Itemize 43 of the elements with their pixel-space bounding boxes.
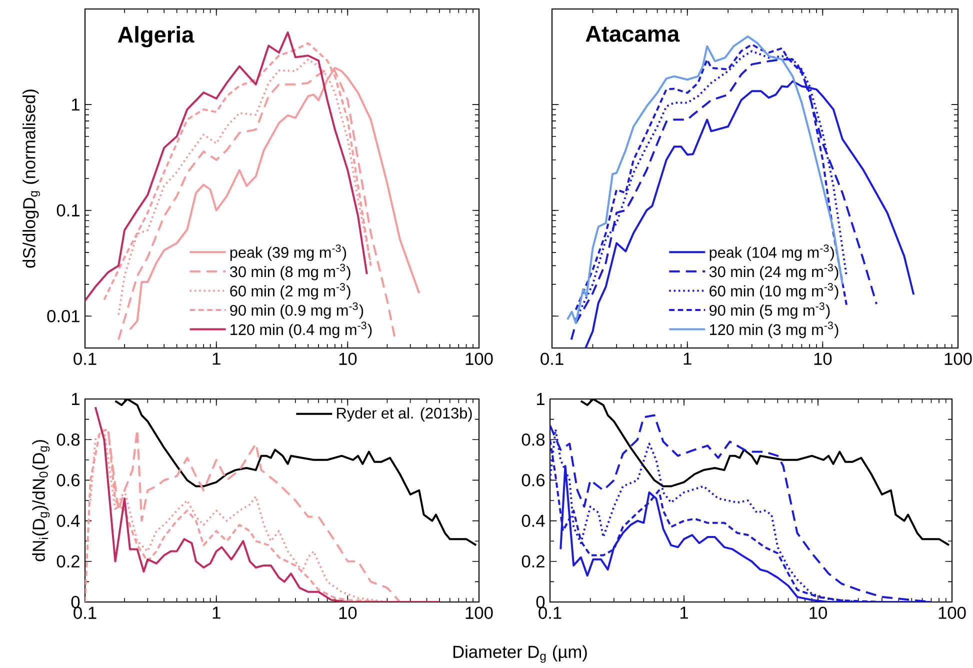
y-tick-label: 0.4: [522, 514, 545, 527]
legend-label: 30 min (24 mg m$^{-3}$): [709, 264, 838, 280]
y-tick-label: 1: [536, 393, 544, 405]
y-tick-label: 0.8: [522, 433, 545, 446]
x-tick-label: 10: [810, 606, 827, 619]
x-tick-label: 100: [944, 352, 972, 365]
x-tick-label: 100: [466, 606, 493, 619]
x-tick-label: 1: [684, 352, 692, 365]
x-tick-label: 100: [466, 352, 493, 365]
legend-label: 60 min (10 mg m$^{-3}$): [710, 283, 838, 300]
y-tick-label: 0.1: [56, 204, 80, 216]
y-axis-title: dS/dlogD$_{g}$ (normalised): [22, 90, 40, 268]
x-tick-label: 100: [938, 606, 966, 619]
legend-label: 120 min (3 mg m$^{-3}$): [710, 322, 838, 338]
x-tick-label: 1: [212, 606, 220, 619]
legend-label: 90 min (0.9 mg m$^{-3}$): [230, 302, 364, 319]
y-tick-label: 0.2: [56, 555, 80, 568]
x-axis-title: Diameter D$_{g}$ (µm): [453, 645, 587, 663]
legend-label: 60 min (2 mg m$^{-3}$): [230, 283, 350, 300]
legend-label: 90 min (5 mg m$^{-3}$): [710, 302, 830, 319]
y-tick-label: 0: [71, 596, 80, 608]
text: dN$_{i}$(D$_{g}$)/dN$_{0}$(D$_{g}$): [32, 440, 50, 562]
y-tick-label: 1: [72, 98, 80, 111]
text: Atacama: [586, 26, 680, 42]
x-tick-label: 10: [339, 352, 357, 365]
y-tick-label: 0.4: [56, 514, 80, 527]
y-tick-label: 0: [536, 596, 545, 608]
text: Algeria: [118, 26, 194, 48]
x-tick-label: 10: [814, 352, 832, 365]
y-tick-label: 0.6: [522, 474, 545, 486]
y-tick-label: 0.6: [56, 474, 80, 486]
legend-label: Ryder et al. (2013b): [337, 407, 472, 422]
legend-label: 30 min (8 mg m$^{-3}$): [230, 264, 350, 280]
y-tick-label: 0.2: [522, 555, 544, 568]
x-tick-label: 1: [680, 606, 688, 619]
legend-label: peak (39 mg m$^{-3}$): [230, 244, 346, 261]
legend-label: peak (104 mg m$^{-3}$): [710, 244, 834, 261]
legend-label: 120 min (0.4 mg m$^{-3}$): [230, 322, 372, 338]
y-tick-label: 0.01: [47, 310, 80, 322]
y-tick-label: 1: [72, 393, 80, 405]
y-tick-label: 0.8: [56, 433, 80, 446]
x-tick-label: 1: [212, 352, 220, 365]
x-tick-label: 10: [339, 606, 357, 619]
